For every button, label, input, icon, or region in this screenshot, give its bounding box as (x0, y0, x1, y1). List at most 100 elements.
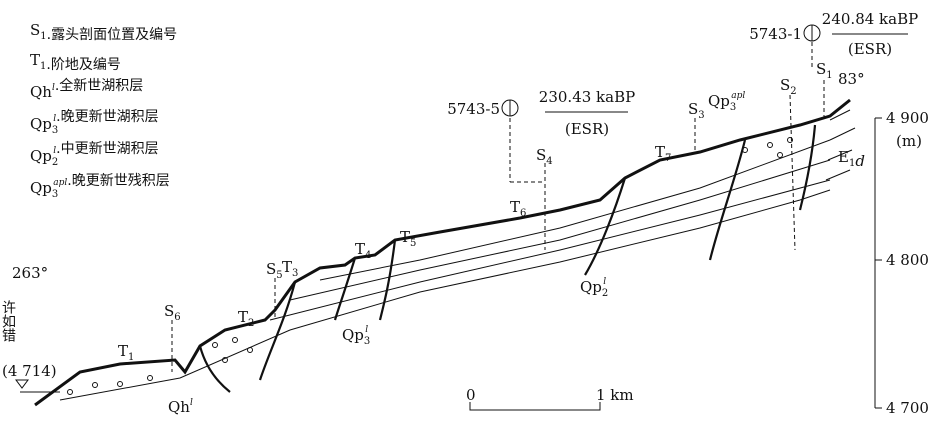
legend-entry: S1.露头剖面位置及编号 (30, 21, 177, 43)
symbol-base: Qp (30, 115, 52, 133)
unit-label: Qp3apl (708, 91, 745, 113)
faults (198, 124, 817, 393)
sample-age: 240.84 kaBP (822, 10, 918, 28)
terrace-label: T1 (118, 342, 134, 363)
section-label: S4 (536, 146, 553, 167)
elevation-tick: 4 800 (886, 251, 929, 269)
symbol-base: S (780, 76, 790, 94)
layer (59, 189, 831, 401)
unit-label: Qhl (168, 398, 193, 416)
symbol-sub: 1 (40, 61, 46, 72)
lake-name: 许如错 (0, 300, 16, 342)
symbol-base: E (838, 148, 849, 166)
orientation-left: 263° (12, 264, 48, 282)
elevation-tick: 4 700 (886, 399, 929, 417)
symbol-sub: 4 (365, 250, 371, 261)
legend-entry: Qhl.全新世湖积层 (30, 77, 143, 101)
section-lines (171, 42, 825, 372)
symbol-base: T (400, 228, 410, 246)
symbol-base: Qh (30, 83, 52, 101)
terrace-label: T7 (655, 143, 671, 164)
symbol-sub: 3 (364, 336, 370, 347)
layer (289, 159, 831, 301)
symbol-sup: apl (731, 91, 745, 101)
gravels (67, 137, 793, 395)
sample-symbols (501, 24, 908, 117)
symbol-base: Qp (342, 326, 364, 344)
section-label: S6 (164, 302, 181, 323)
legend-text: .全新世湖积层 (55, 77, 143, 94)
symbol-sub: 7 (665, 153, 671, 164)
orientation-right: 83° (838, 70, 865, 88)
section-label: S1 (816, 60, 833, 81)
lake-marker (15, 379, 29, 389)
sample-id: 5743-5 (447, 100, 500, 118)
elevation-unit: (m) (896, 132, 922, 150)
symbol-base: Qp (30, 147, 52, 165)
symbol-sub: 6 (520, 208, 526, 219)
scale-end: 1 km (596, 386, 634, 404)
terrace-label: T3 (282, 258, 298, 279)
elevation-tick: 4 900 (886, 109, 929, 127)
symbol-sub: 2 (248, 318, 254, 329)
scale-bar (469, 402, 601, 411)
symbol-sub: 2 (602, 288, 608, 299)
sample-id: 5743-1 (749, 25, 802, 43)
symbol-sup: l (365, 325, 368, 335)
symbol-sup: apl (53, 178, 67, 188)
legend-text: .晚更新世残积层 (67, 173, 169, 189)
symbol-sub: 3 (292, 268, 298, 279)
symbol-sub: 5 (276, 270, 282, 281)
symbol-base: T (655, 143, 665, 161)
symbol-sub: 2 (790, 86, 796, 97)
scale-start: 0 (466, 386, 476, 404)
symbol-base: Qp (580, 278, 602, 296)
symbol-base: S (816, 60, 826, 78)
symbol-base: T (355, 240, 365, 258)
legend-entry: Qp3l.晚更新世湖积层 (30, 109, 159, 136)
symbol-sub: 1 (128, 352, 134, 363)
symbol-sub: 2 (52, 157, 58, 168)
surface (34, 98, 851, 407)
section-label: S5 (266, 260, 283, 281)
symbol-sup: l (52, 83, 55, 93)
symbol-base: S (30, 21, 40, 39)
legend-entry: Qp3apl.晚更新世残积层 (30, 173, 170, 200)
symbol-base: Qp (708, 92, 730, 110)
layer (319, 139, 831, 281)
legend-text: .露头剖面位置及编号 (47, 27, 177, 43)
legend-entry: T1.阶地及编号 (30, 51, 121, 73)
symbol-sub: 3 (52, 125, 58, 136)
sample-age: 230.43 kaBP (539, 88, 635, 106)
terrace-label: T4 (355, 240, 371, 261)
symbol-sub: 4 (546, 156, 552, 167)
section-label: S2 (780, 76, 797, 97)
legend-text: .阶地及编号 (46, 57, 120, 73)
unit-label: Qp3l (342, 325, 370, 347)
symbol-sub: 6 (174, 312, 180, 323)
symbol-base: Qp (30, 179, 52, 197)
symbol-base: S (688, 100, 698, 118)
symbol-sub: 3 (52, 189, 58, 200)
symbol-base: S (266, 260, 276, 278)
symbol-sub: 5 (410, 238, 416, 249)
legend-entry: Qp2l.中更新世湖积层 (30, 141, 159, 168)
sample-method: (ESR) (848, 40, 892, 58)
symbol-base: Qh (168, 398, 190, 416)
symbol-sup: l (603, 277, 606, 287)
sample-method: (ESR) (565, 120, 609, 138)
symbol-base: T (30, 51, 40, 69)
layer (269, 179, 831, 321)
terrace-label: T6 (510, 198, 526, 219)
symbol-base: T (118, 342, 128, 360)
symbol-base: S (164, 302, 174, 320)
lake-elevation: (4 714) (2, 362, 57, 380)
symbol-sup: l (53, 146, 56, 156)
terrace-label: T2 (238, 308, 254, 329)
symbol-sub: 1 (40, 31, 46, 42)
bedrock-hatch (825, 109, 856, 181)
symbol-sub: 1 (826, 70, 832, 81)
legend-text: .中更新世湖积层 (56, 141, 158, 157)
symbol-sup: l (53, 114, 56, 124)
symbol-sub: 3 (730, 102, 736, 113)
